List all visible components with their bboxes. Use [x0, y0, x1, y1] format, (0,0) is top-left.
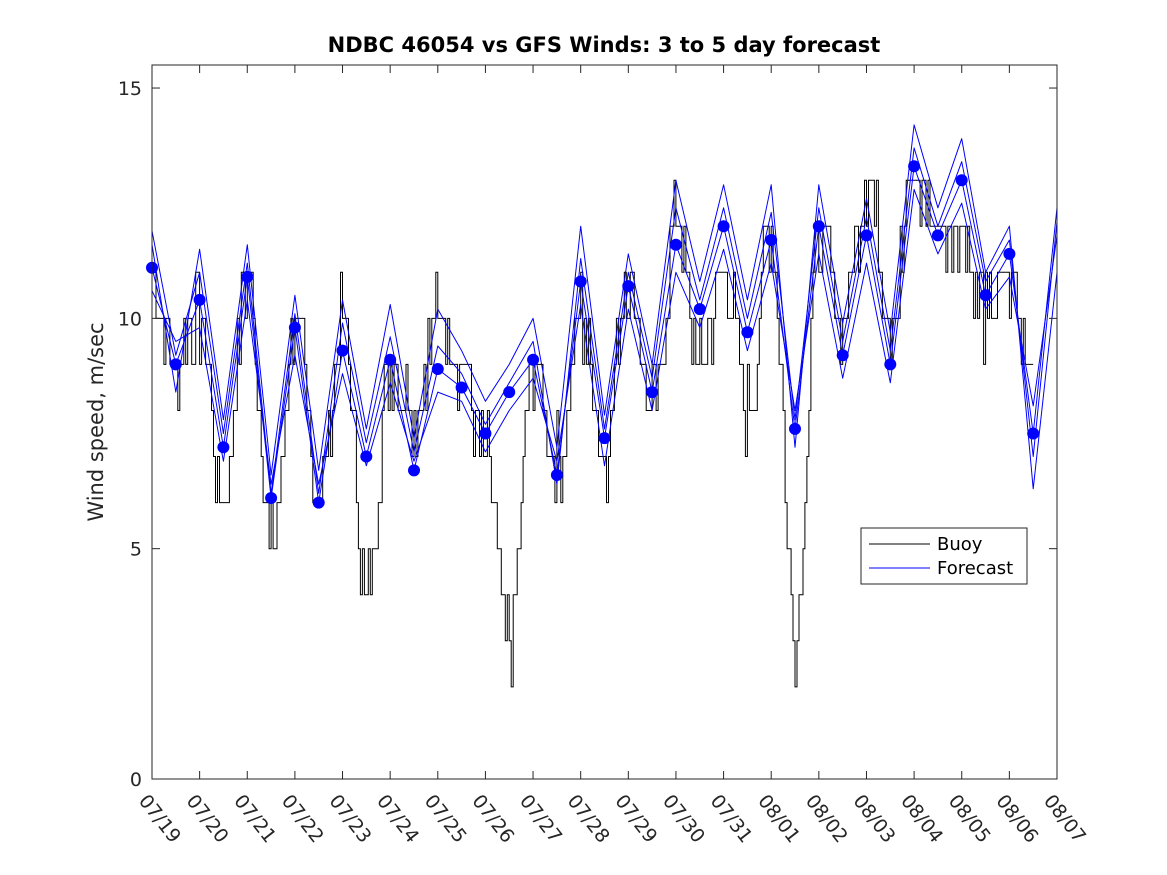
legend: Buoy Forecast: [860, 527, 1028, 585]
forecast-marker: [169, 358, 182, 371]
x-tick-label: 07/19: [134, 791, 185, 848]
x-tick-label: 08/05: [944, 791, 995, 848]
buoy-series: [152, 179, 1034, 688]
forecast-marker: [503, 386, 516, 399]
forecast-marker: [860, 229, 873, 242]
x-tick-label: 08/02: [801, 791, 852, 848]
buoy-line: [152, 179, 1034, 688]
x-tick-label: 07/20: [182, 791, 233, 848]
forecast-marker: [288, 321, 301, 334]
forecast-marker: [622, 280, 635, 293]
forecast-marker: [479, 427, 492, 440]
forecast-marker: [193, 293, 206, 306]
y-tick-label: 10: [118, 308, 142, 330]
legend-label-buoy: Buoy: [937, 534, 983, 555]
forecast-marker: [717, 220, 730, 233]
forecast-marker: [312, 496, 325, 509]
forecast-marker: [836, 349, 849, 362]
x-tick-label: 07/25: [420, 791, 471, 848]
forecast-marker: [646, 386, 659, 399]
x-tick-label: 07/24: [372, 791, 423, 848]
forecast-line-2: [151, 124, 1058, 490]
forecast-marker: [598, 432, 611, 445]
x-tick-label: 08/01: [753, 791, 804, 848]
forecast-marker: [336, 344, 349, 357]
forecast-marker: [789, 422, 801, 435]
y-tick-label: 5: [130, 539, 142, 561]
x-tick-label: 07/26: [467, 791, 518, 848]
x-tick-label: 07/23: [325, 791, 376, 848]
x-tick-label: 07/31: [706, 791, 757, 848]
forecast-marker: [265, 492, 278, 504]
y-axis: 0 5 10 15: [118, 78, 1057, 791]
chart-title: NDBC 46054 vs GFS Winds: 3 to 5 day fore…: [328, 33, 881, 57]
forecast-marker: [1027, 427, 1040, 440]
forecast-line-3: [151, 188, 1058, 485]
x-tick-label: 07/29: [610, 791, 661, 848]
forecast-marker: [217, 441, 230, 454]
x-tick-label: 08/06: [991, 791, 1042, 848]
y-tick-label: 15: [118, 78, 142, 100]
x-tick-label: 08/04: [896, 791, 947, 848]
forecast-marker: [455, 381, 468, 394]
forecast-marker: [812, 220, 825, 233]
x-tick-label: 07/27: [515, 791, 566, 848]
forecast-marker: [550, 469, 563, 481]
forecast-marker: [574, 275, 587, 288]
x-tick-label: 08/07: [1039, 791, 1090, 848]
forecast-line-4: [151, 147, 1058, 494]
x-tick-label: 07/30: [658, 791, 709, 848]
forecast-marker: [1003, 247, 1016, 260]
forecast-marker: [669, 238, 682, 251]
forecast-marker: [693, 303, 706, 316]
x-tick-label: 07/21: [229, 791, 280, 848]
x-tick-label: 07/28: [563, 791, 614, 848]
forecast-marker: [931, 229, 944, 242]
x-tick-label: 08/03: [849, 791, 900, 848]
forecast-marker: [527, 353, 540, 366]
legend-label-forecast: Forecast: [937, 558, 1013, 579]
forecast-marker: [360, 450, 373, 463]
x-tick-label: 07/22: [277, 791, 328, 848]
forecast-marker: [979, 289, 992, 302]
forecast-marker: [765, 234, 778, 246]
plot-frame: [151, 64, 1058, 780]
y-tick-label: 0: [130, 769, 142, 791]
forecast-marker: [884, 358, 897, 371]
forecast-marker: [908, 160, 921, 173]
y-axis-label: Wind speed, m/sec: [84, 322, 108, 521]
forecast-markers: [146, 160, 1040, 509]
forecast-marker: [408, 464, 420, 477]
forecast-marker: [384, 353, 397, 366]
forecast-marker: [431, 363, 444, 375]
legend-box: [860, 527, 1028, 585]
forecast-marker: [741, 326, 754, 339]
forecast-marker: [955, 174, 968, 187]
forecast-marker: [241, 270, 254, 283]
